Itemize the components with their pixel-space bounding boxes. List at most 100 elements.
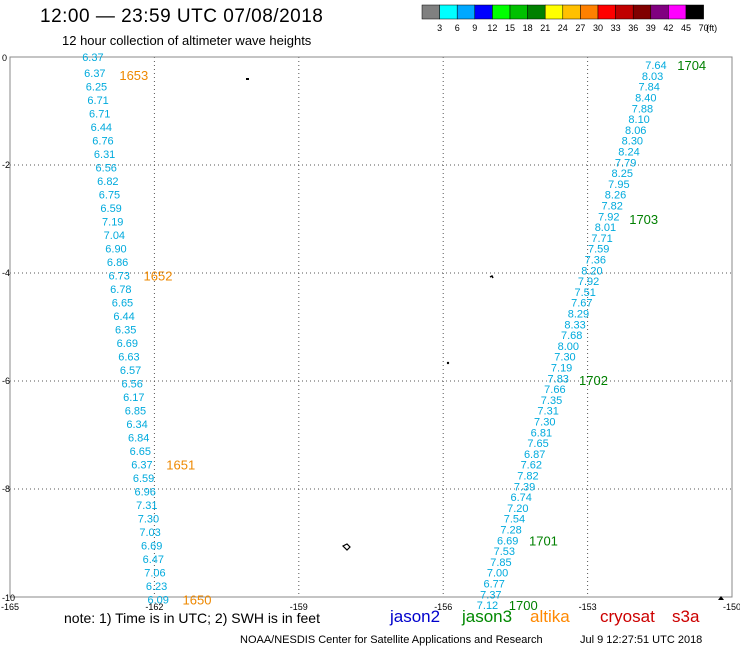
x-tick-label: -162 xyxy=(145,602,163,612)
swh-value: 7.54 xyxy=(504,514,525,526)
swh-value: 6.59 xyxy=(100,203,121,215)
colorbar-label: 42 xyxy=(663,23,673,33)
swh-value: 6.86 xyxy=(107,257,128,269)
pass-time-label: 1652 xyxy=(144,269,173,284)
swh-value: 7.62 xyxy=(521,460,542,472)
swh-value: 7.59 xyxy=(588,244,609,256)
pass-time-label: 1702 xyxy=(579,373,608,388)
swh-value: 7.19 xyxy=(102,217,123,229)
swh-value: 7.95 xyxy=(608,179,629,191)
colorbar-label: 27 xyxy=(575,23,585,33)
swh-value: 7.36 xyxy=(585,255,606,267)
swh-value: 8.29 xyxy=(568,309,589,321)
grid xyxy=(10,57,732,597)
swh-value: 6.37 xyxy=(82,52,103,64)
swh-value: 7.88 xyxy=(632,103,653,115)
swh-value: 6.47 xyxy=(143,554,164,566)
pass-time-label: 1703 xyxy=(629,212,658,227)
swh-value: 6.77 xyxy=(484,579,505,591)
y-tick-label: -8 xyxy=(2,484,10,494)
island-mark xyxy=(718,596,724,600)
swh-value: 6.96 xyxy=(135,487,156,499)
swh-value: 7.03 xyxy=(139,527,160,539)
colorbar-unit: (ft) xyxy=(706,23,717,33)
swh-value: 8.25 xyxy=(612,168,633,180)
swh-value: 7.04 xyxy=(104,230,125,242)
swh-value: 6.71 xyxy=(89,109,110,121)
y-tick-label: -2 xyxy=(2,160,10,170)
swh-value: 6.69 xyxy=(497,535,518,547)
page-subtitle: 12 hour collection of altimeter wave hei… xyxy=(62,33,312,48)
swh-value: 6.17 xyxy=(123,392,144,404)
colorbar-label: 36 xyxy=(628,23,638,33)
colorbar-label: 45 xyxy=(681,23,691,33)
swh-value: 6.82 xyxy=(97,176,118,188)
swh-value: 6.84 xyxy=(128,433,149,445)
swh-value: 7.53 xyxy=(494,546,515,558)
colorbar-label: 12 xyxy=(487,23,497,33)
legend-altika: altika xyxy=(530,607,570,626)
swh-value: 7.06 xyxy=(144,568,165,580)
swh-value: 7.37 xyxy=(480,589,501,601)
legend-s3a: s3a xyxy=(672,607,700,626)
swh-value: 7.79 xyxy=(615,157,636,169)
swh-value: 8.20 xyxy=(581,265,602,277)
swh-value: 7.30 xyxy=(138,514,159,526)
track-right: 7.648.037.848.407.888.108.068.308.247.79… xyxy=(477,58,706,613)
swh-value: 8.01 xyxy=(595,222,616,234)
swh-value: 7.20 xyxy=(507,503,528,515)
swh-value: 6.23 xyxy=(146,581,167,593)
swh-value: 6.81 xyxy=(531,427,552,439)
island-mark xyxy=(341,543,351,551)
swh-value: 8.00 xyxy=(558,341,579,353)
swh-value: 6.69 xyxy=(141,541,162,553)
swh-value: 6.65 xyxy=(112,298,133,310)
swh-value: 8.03 xyxy=(642,71,663,83)
y-tick-label: -6 xyxy=(2,376,10,386)
swh-value: 6.44 xyxy=(91,122,112,134)
swh-value: 6.71 xyxy=(87,95,108,107)
map-frame xyxy=(9,56,733,598)
swh-value: 6.34 xyxy=(126,419,147,431)
pass-time-label: 1701 xyxy=(529,533,558,548)
credit-line: NOAA/NESDIS Center for Satellite Applica… xyxy=(240,634,543,646)
colorbar-label: 24 xyxy=(558,23,568,33)
swh-value: 7.39 xyxy=(514,481,535,493)
swh-value: 6.31 xyxy=(94,149,115,161)
swh-value: 7.67 xyxy=(571,298,592,310)
x-tick-label: -165 xyxy=(1,602,19,612)
footer-note: note: 1) Time is in UTC; 2) SWH is in fe… xyxy=(64,610,320,626)
generated-timestamp: Jul 9 12:27:51 UTC 2018 xyxy=(580,634,703,646)
pass-time-label: 1650 xyxy=(183,593,212,608)
swh-value: 7.31 xyxy=(537,406,558,418)
island-mark xyxy=(489,274,494,279)
swh-value: 6.09 xyxy=(148,595,169,607)
swh-value: 7.28 xyxy=(500,525,521,537)
y-tick-label: 0 xyxy=(2,53,7,63)
pass-time-label: 1651 xyxy=(166,458,195,473)
swh-value: 6.44 xyxy=(113,311,134,323)
y-tick-label: -4 xyxy=(2,268,10,278)
swh-value: 7.30 xyxy=(534,417,555,429)
swh-value: 7.00 xyxy=(487,568,508,580)
swh-value: 6.73 xyxy=(109,271,130,283)
track-left: 6.376.376.256.716.716.446.766.316.566.82… xyxy=(82,52,211,608)
legend-jason3: jason3 xyxy=(462,607,513,626)
swh-value: 7.83 xyxy=(548,373,569,385)
swh-value: 6.35 xyxy=(115,325,136,337)
swh-value: 7.31 xyxy=(136,500,157,512)
colorbar-label: 33 xyxy=(611,23,621,33)
swh-value: 7.12 xyxy=(477,600,498,612)
swh-value: 8.30 xyxy=(622,136,643,148)
swh-value: 6.59 xyxy=(133,473,154,485)
swh-value: 8.10 xyxy=(628,114,649,126)
color-legend: 3 6 9 12 15 18 21 24 27 30 33 36 39 42 45 70(ft) xyxy=(421,4,717,33)
swh-value: 6.56 xyxy=(122,379,143,391)
colorbar-label: 15 xyxy=(505,23,515,33)
colorbar-label: 30 xyxy=(593,23,603,33)
swh-value: 6.63 xyxy=(118,352,139,364)
legend-cryosat: cryosat xyxy=(600,607,655,626)
swh-value: 6.90 xyxy=(105,244,126,256)
x-tick-label: -150 xyxy=(723,602,740,612)
